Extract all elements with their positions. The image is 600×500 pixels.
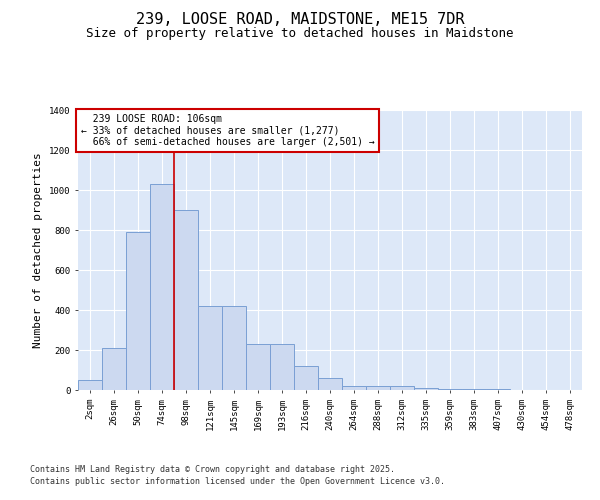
Bar xyxy=(366,386,390,390)
Bar xyxy=(390,386,414,390)
Text: Contains HM Land Registry data © Crown copyright and database right 2025.: Contains HM Land Registry data © Crown c… xyxy=(30,465,395,474)
Text: 239 LOOSE ROAD: 106sqm
← 33% of detached houses are smaller (1,277)
  66% of sem: 239 LOOSE ROAD: 106sqm ← 33% of detached… xyxy=(80,114,374,148)
Y-axis label: Number of detached properties: Number of detached properties xyxy=(34,152,43,348)
Bar xyxy=(486,389,510,390)
Bar xyxy=(438,389,462,390)
Bar xyxy=(462,389,486,390)
Text: Size of property relative to detached houses in Maidstone: Size of property relative to detached ho… xyxy=(86,28,514,40)
Bar xyxy=(246,344,270,390)
Text: 239, LOOSE ROAD, MAIDSTONE, ME15 7DR: 239, LOOSE ROAD, MAIDSTONE, ME15 7DR xyxy=(136,12,464,28)
Bar xyxy=(318,378,342,390)
Bar xyxy=(198,306,222,390)
Bar xyxy=(150,184,174,390)
Bar xyxy=(78,380,102,390)
Bar xyxy=(102,348,126,390)
Bar xyxy=(174,210,198,390)
Bar xyxy=(126,232,150,390)
Bar xyxy=(294,366,318,390)
Bar xyxy=(342,386,366,390)
Bar xyxy=(270,344,294,390)
Bar xyxy=(222,306,246,390)
Bar xyxy=(414,388,438,390)
Text: Contains public sector information licensed under the Open Government Licence v3: Contains public sector information licen… xyxy=(30,477,445,486)
